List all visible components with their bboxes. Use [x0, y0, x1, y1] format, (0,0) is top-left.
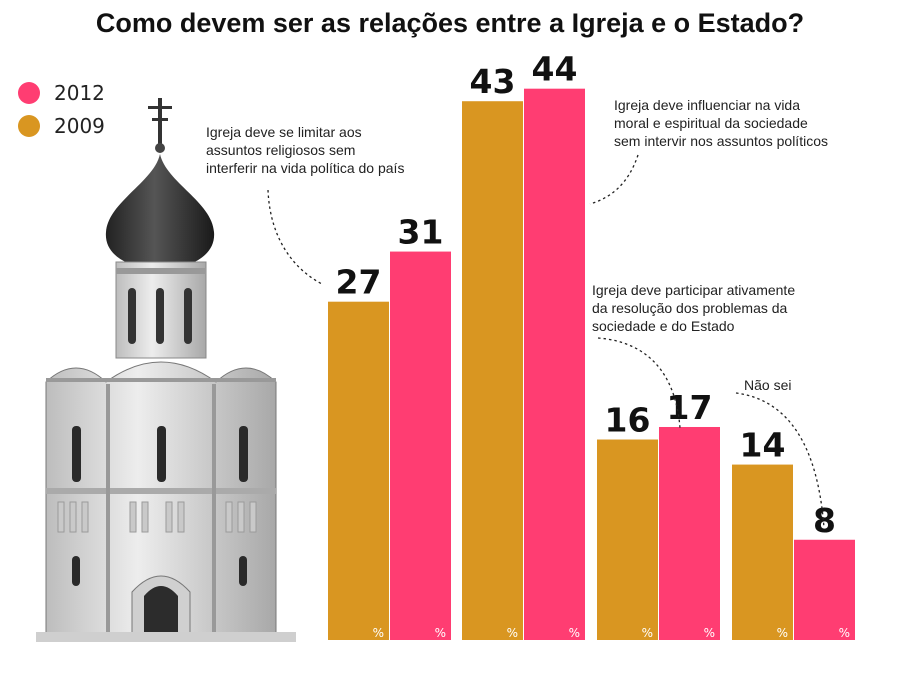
bar-2009-cat1 [328, 301, 389, 640]
value-label-2009-cat3: 16 [605, 401, 651, 440]
legend-label-2009: 2009 [54, 114, 105, 138]
bar-2012-cat2 [524, 88, 585, 641]
legend-item-2012: 2012 [18, 80, 105, 106]
annotation-category-1: Igreja deve se limitar aos assuntos reli… [206, 124, 405, 176]
annotation-leaders [267, 154, 825, 529]
annotation-category-4: Não sei [744, 377, 792, 393]
value-label-2012-cat1: 31 [398, 213, 444, 252]
bars-layer [328, 88, 855, 641]
value-label-2012-cat4: 8 [813, 501, 836, 540]
bar-2009-cat4 [732, 464, 793, 640]
leader-line-1 [267, 189, 323, 285]
legend-swatch-2012 [18, 82, 40, 104]
percent-sign-2012-cat3: % [704, 626, 715, 640]
bar-2012-cat3 [659, 426, 720, 640]
legend-item-2009: 2009 [18, 113, 105, 139]
percent-sign-2012-cat2: % [569, 626, 580, 640]
chart-title: Como devem ser as relações entre a Igrej… [95, 8, 805, 38]
bar-2009-cat2 [462, 101, 523, 640]
percent-sign-2012-cat1: % [435, 626, 446, 640]
value-label-2009-cat2: 43 [470, 62, 516, 101]
percent-sign-2012-cat4: % [839, 626, 850, 640]
annotation-category-2: Igreja deve influenciar na vida moral e … [614, 97, 828, 149]
percent-sign-2009-cat3: % [642, 626, 653, 640]
legend-label-2012: 2012 [54, 81, 105, 105]
legend-swatch-2009 [18, 115, 40, 137]
bar-2012-cat1 [390, 251, 451, 640]
value-label-2012-cat3: 17 [667, 388, 713, 427]
percent-sign-2009-cat1: % [373, 626, 384, 640]
value-label-2009-cat1: 27 [336, 263, 382, 302]
value-label-2012-cat2: 44 [532, 50, 578, 89]
church-illustration [36, 98, 296, 642]
annotation-category-3: Igreja deve participar ativamente da res… [592, 282, 796, 334]
leader-line-3 [597, 337, 681, 429]
value-labels-layer: 27% 31% 43% 44% 16% 17% 14% 8% [336, 50, 850, 640]
percent-sign-2009-cat4: % [777, 626, 788, 640]
leader-line-2 [589, 154, 639, 205]
value-label-2009-cat4: 14 [740, 426, 786, 465]
leader-line-4 [735, 392, 825, 529]
bar-2012-cat4 [794, 539, 855, 640]
bar-2009-cat3 [597, 439, 658, 640]
percent-sign-2009-cat2: % [507, 626, 518, 640]
